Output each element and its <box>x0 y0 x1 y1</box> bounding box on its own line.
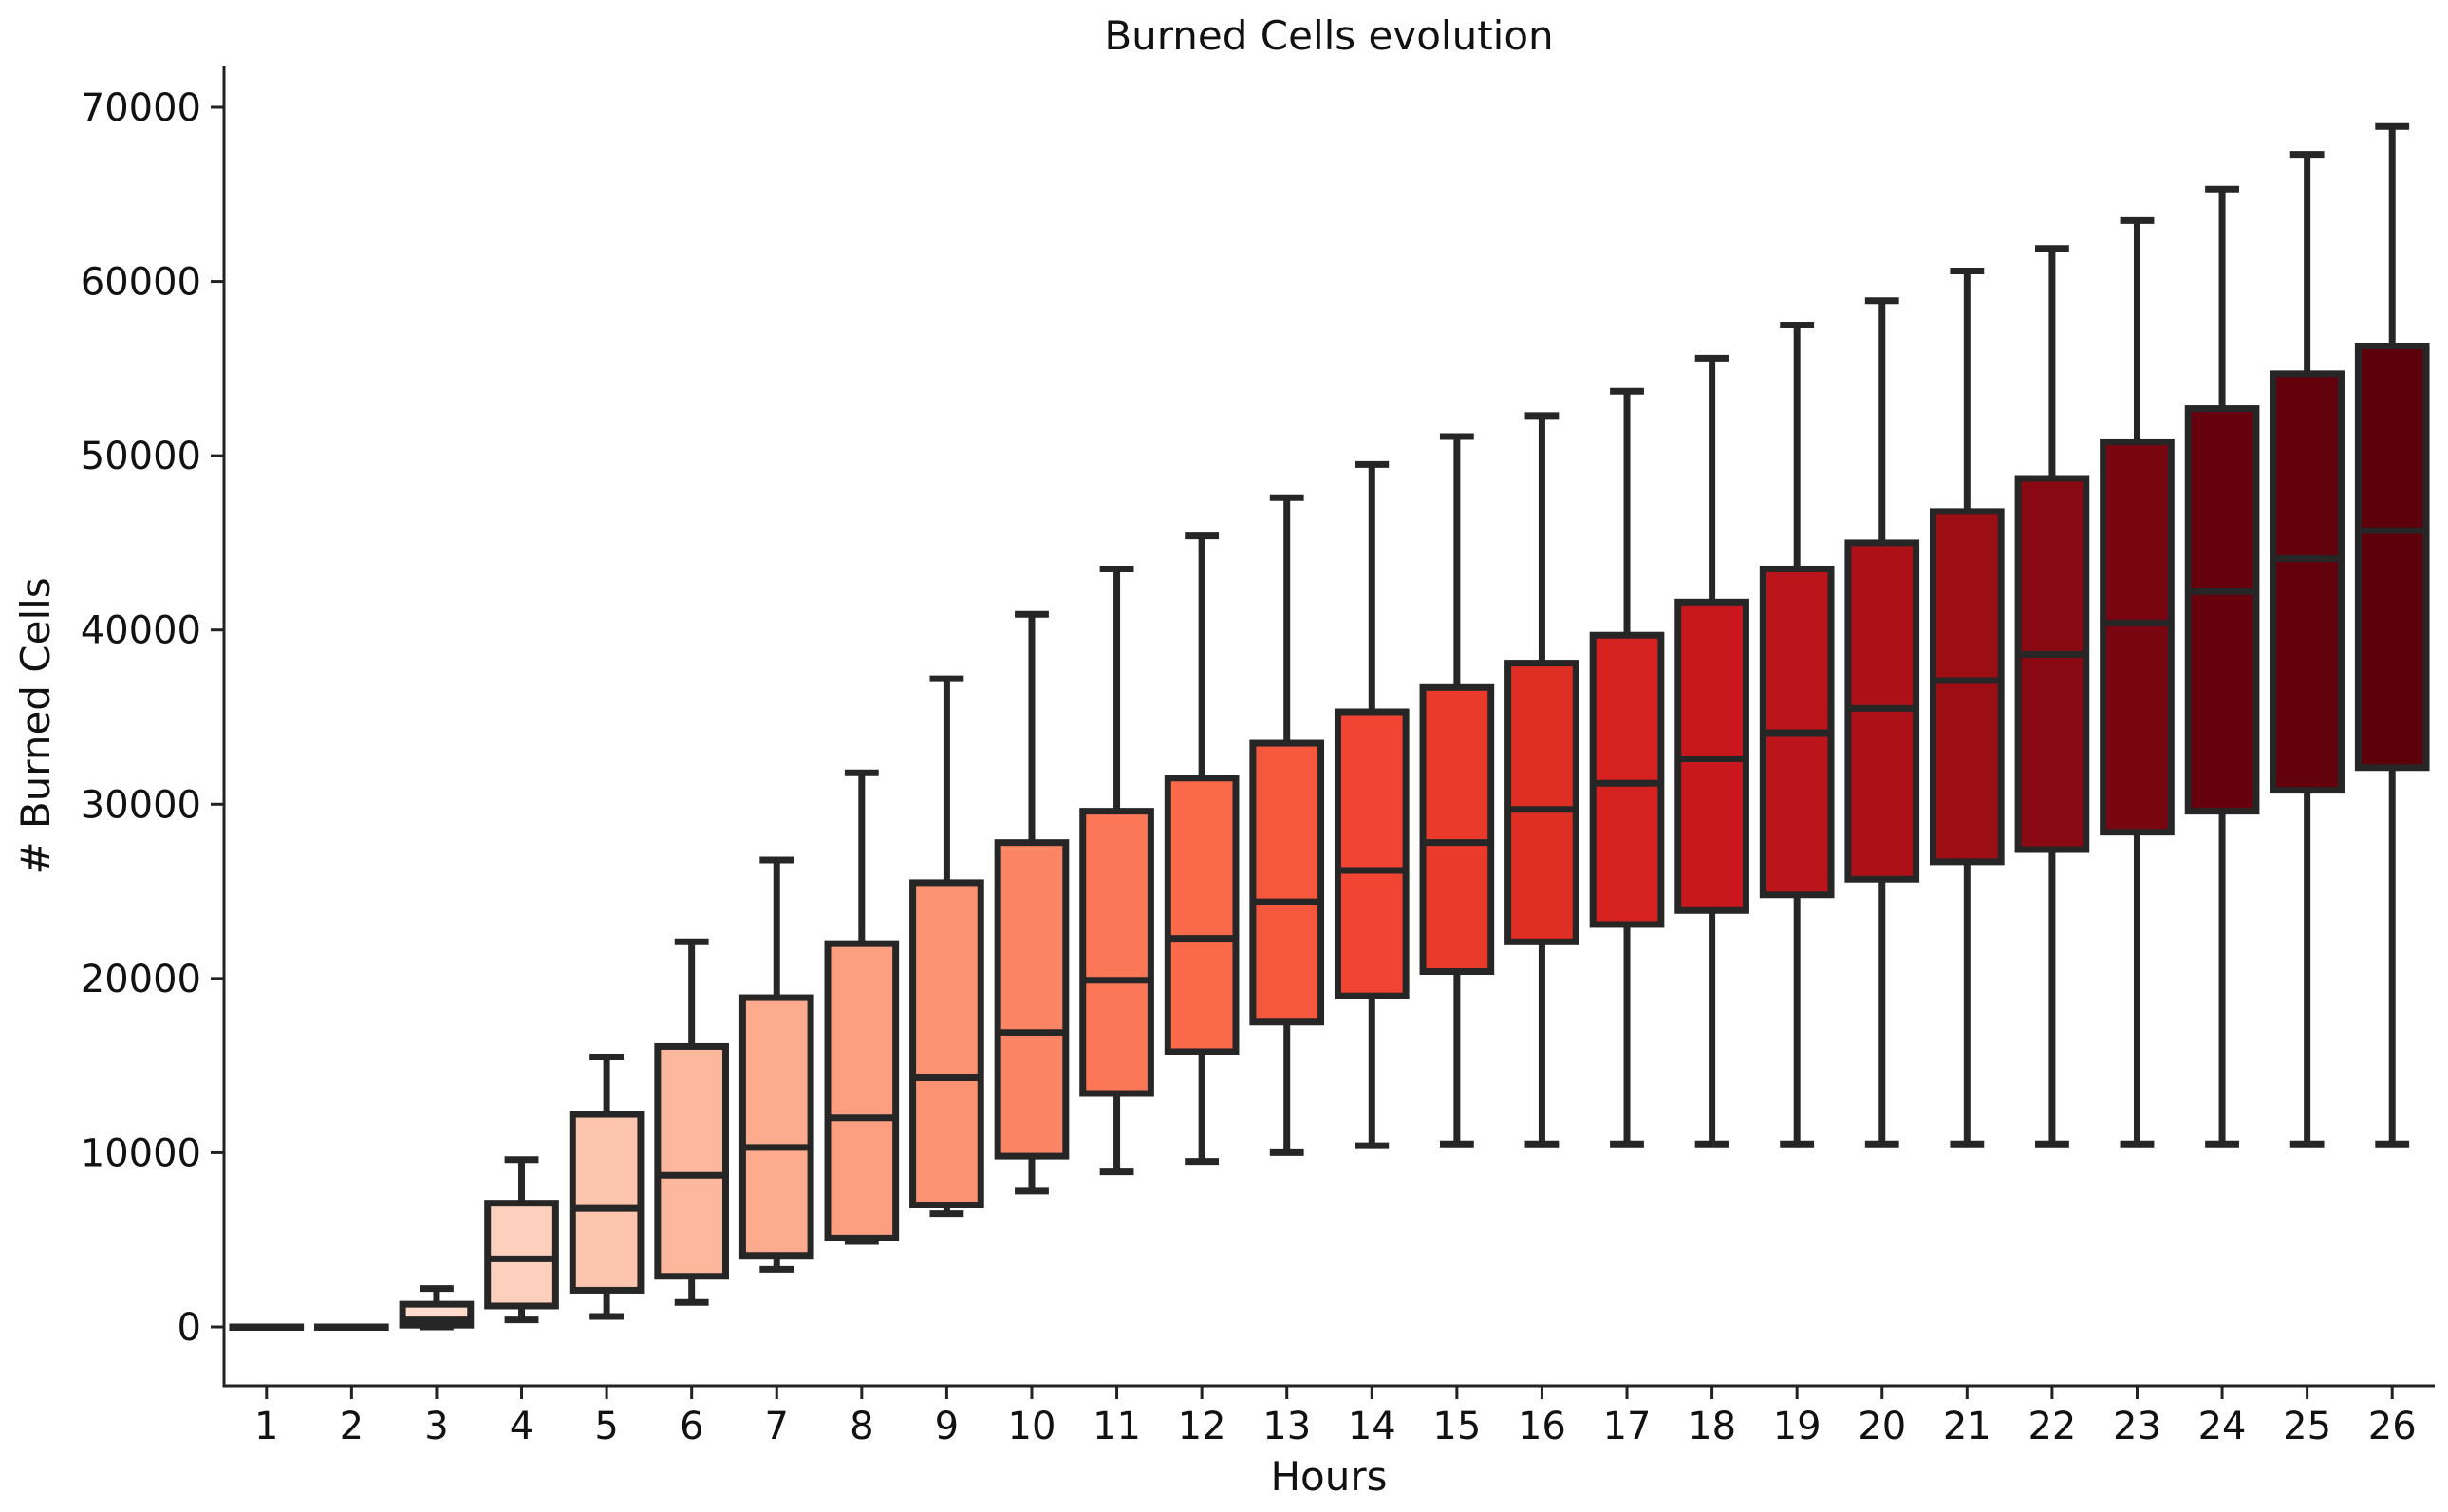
y-tick-label: 30000 <box>81 783 201 827</box>
x-tick-label: 24 <box>2198 1405 2247 1448</box>
box-2 <box>314 1323 389 1331</box>
box-iqr <box>738 994 814 1260</box>
box-23 <box>2100 216 2175 1148</box>
y-tick-label: 10000 <box>81 1131 201 1175</box>
x-tick-label: 2 <box>340 1405 364 1448</box>
y-tick-label: 40000 <box>81 609 201 653</box>
box-16 <box>1504 412 1579 1148</box>
y-tick-label: 50000 <box>81 435 201 478</box>
box-11 <box>1079 565 1154 1176</box>
box-iqr <box>2354 342 2430 772</box>
box-iqr <box>2270 370 2345 794</box>
y-axis-ticks: 0 10000 20000 30000 40000 50000 60000 70000 <box>81 86 224 1350</box>
box-iqr <box>1929 508 2005 866</box>
x-tick-label: 3 <box>424 1405 448 1448</box>
box-9 <box>909 675 984 1218</box>
box-13 <box>1249 494 1325 1156</box>
y-axis-label: # Burned Cells <box>12 577 59 874</box>
x-tick-label: 19 <box>1773 1405 1822 1448</box>
box-14 <box>1334 460 1410 1149</box>
box-iqr <box>824 940 900 1241</box>
x-tick-label: 12 <box>1178 1405 1226 1448</box>
box-20 <box>1844 297 1920 1148</box>
x-tick-label: 16 <box>1518 1405 1566 1448</box>
x-tick-label: 4 <box>510 1405 533 1448</box>
box-iqr <box>2100 438 2175 836</box>
box-iqr <box>994 839 1070 1160</box>
box-iqr <box>1164 775 1240 1055</box>
box-6 <box>654 938 730 1306</box>
box-5 <box>569 1053 645 1320</box>
x-tick-label: 13 <box>1262 1405 1311 1448</box>
x-tick-label: 7 <box>765 1405 789 1448</box>
x-tick-label: 11 <box>1093 1405 1141 1448</box>
plot-area <box>229 122 2430 1331</box>
box-18 <box>1674 354 1749 1148</box>
box-iqr <box>909 879 984 1209</box>
x-tick-label: 14 <box>1348 1405 1396 1448</box>
box-iqr <box>1504 660 1579 945</box>
box-iqr <box>569 1111 645 1294</box>
box-22 <box>2014 245 2090 1148</box>
box-3 <box>399 1285 475 1331</box>
box-19 <box>1759 321 1835 1148</box>
x-tick-label: 15 <box>1432 1405 1481 1448</box>
box-iqr <box>1419 683 1495 976</box>
box-4 <box>484 1156 559 1324</box>
box-7 <box>738 856 814 1273</box>
x-tick-label: 1 <box>254 1405 278 1448</box>
box-iqr <box>1589 631 1665 928</box>
box-24 <box>2184 185 2260 1148</box>
y-tick-label: 0 <box>178 1306 201 1350</box>
box-26 <box>2354 122 2430 1148</box>
box-iqr <box>2184 405 2260 815</box>
box-25 <box>2270 151 2345 1148</box>
chart-title: Burned Cells evolution <box>1104 12 1553 59</box>
x-tick-label: 22 <box>2028 1405 2076 1448</box>
box-iqr <box>1334 708 1410 999</box>
x-tick-label: 25 <box>2283 1405 2331 1448</box>
box-17 <box>1589 387 1665 1148</box>
x-tick-label: 10 <box>1008 1405 1056 1448</box>
box-iqr <box>654 1042 730 1280</box>
x-tick-label: 23 <box>2113 1405 2161 1448</box>
x-tick-label: 6 <box>680 1405 703 1448</box>
x-tick-label: 8 <box>850 1405 873 1448</box>
y-tick-label: 20000 <box>81 958 201 1001</box>
y-tick-label: 60000 <box>81 261 201 305</box>
x-tick-label: 21 <box>1943 1405 1991 1448</box>
box-iqr <box>1079 808 1154 1097</box>
x-tick-label: 20 <box>1858 1405 1906 1448</box>
box-8 <box>824 769 900 1245</box>
x-axis-label: Hours <box>1270 1453 1387 1500</box>
box-iqr <box>1249 739 1325 1026</box>
box-iqr <box>484 1200 559 1310</box>
box-10 <box>994 610 1070 1195</box>
box-21 <box>1929 268 2005 1148</box>
y-tick-label: 70000 <box>81 86 201 130</box>
box-iqr <box>2014 475 2090 853</box>
x-tick-label: 5 <box>594 1405 618 1448</box>
x-tick-label: 26 <box>2368 1405 2417 1448</box>
x-axis-ticks: 1 2 3 4 5 6 7 8 9 10 11 12 13 14 15 16 17 18 19 20 21 22 23 24 2… <box>254 1386 2417 1448</box>
x-tick-label: 9 <box>935 1405 959 1448</box>
box-15 <box>1419 433 1495 1148</box>
box-1 <box>229 1323 305 1331</box>
x-tick-label: 17 <box>1603 1405 1652 1448</box>
x-tick-label: 18 <box>1688 1405 1736 1448</box>
box-12 <box>1164 532 1240 1166</box>
